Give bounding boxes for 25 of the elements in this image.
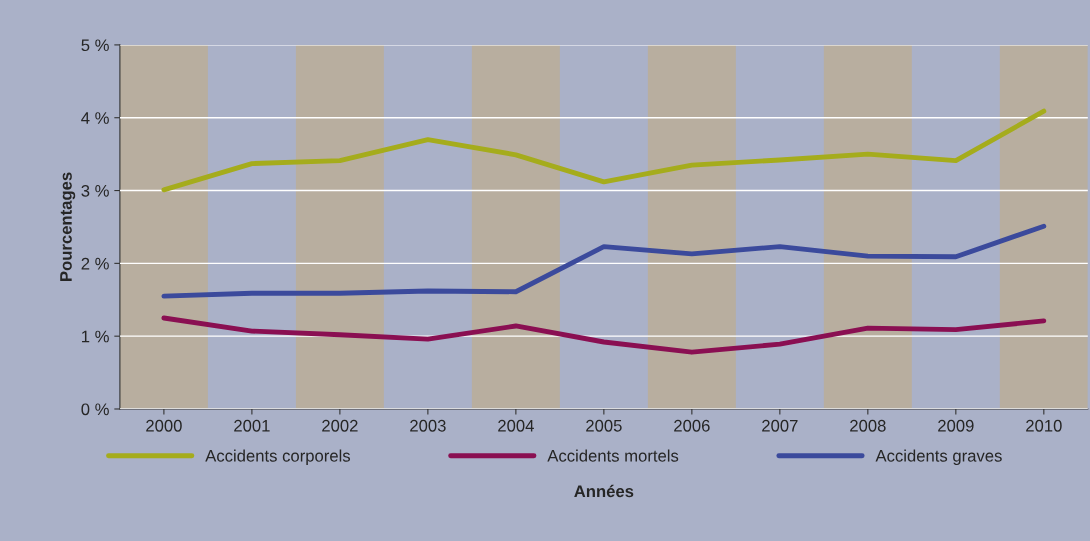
- y-tick-label: 3 %: [81, 184, 109, 197]
- x-tick-label: 2004: [498, 419, 534, 432]
- x-tick-label: 2001: [234, 419, 270, 432]
- line-series: [161, 223, 1047, 299]
- x-tick-label: 2007: [762, 419, 798, 432]
- legend-label: Accidents corporels: [205, 449, 351, 466]
- line-series: [161, 108, 1047, 193]
- y-tick-label: 2 %: [81, 257, 109, 270]
- y-tick-label: 1 %: [82, 330, 109, 343]
- y-tick-label: 5 %: [81, 39, 109, 52]
- x-tick-label: 2005: [586, 419, 622, 432]
- x-tick-label: 2003: [410, 419, 446, 432]
- x-axis-title: Années: [574, 484, 634, 498]
- y-tick-label: 4 %: [81, 112, 109, 124]
- y-axis-title: Pourcentages: [60, 172, 76, 281]
- legend-label: Accidents graves: [875, 449, 1002, 466]
- y-tick-label: 0 %: [81, 403, 109, 416]
- x-tick-label: 2009: [938, 419, 974, 432]
- x-tick-label: 2002: [322, 419, 358, 432]
- x-tick-label: 2006: [674, 419, 710, 432]
- x-tick-label: 2000: [146, 419, 182, 432]
- x-tick-label: 2008: [850, 419, 886, 432]
- line-series: [161, 315, 1047, 355]
- x-tick-label: 2010: [1026, 419, 1062, 432]
- legend-label: Accidents mortels: [547, 449, 679, 462]
